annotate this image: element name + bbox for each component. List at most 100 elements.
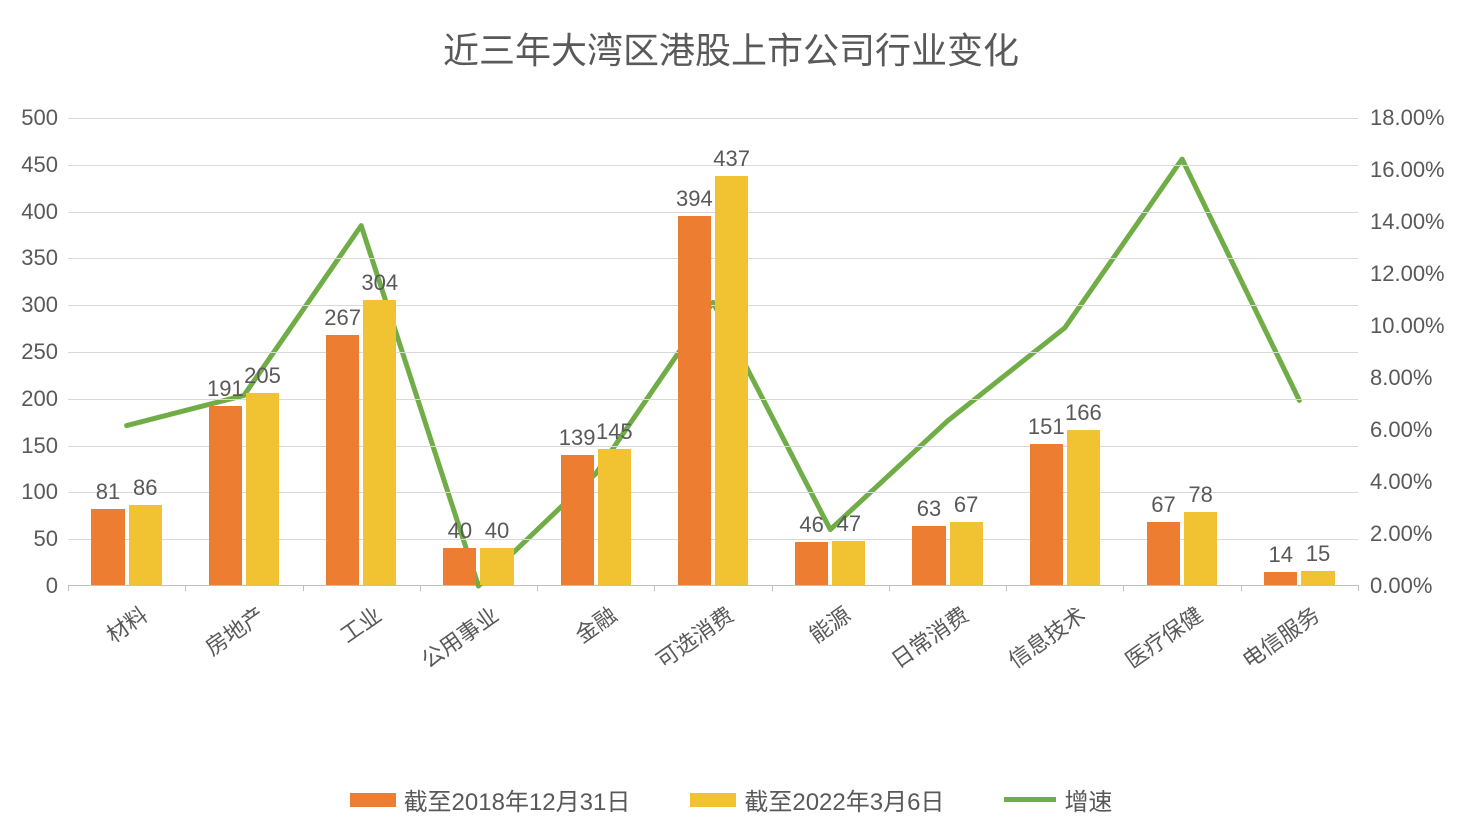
bar <box>363 300 396 585</box>
legend-item: 截至2022年3月6日 <box>690 782 944 817</box>
bar-value-label: 86 <box>133 475 157 501</box>
bar-value-label: 437 <box>713 146 750 172</box>
y-right-tick-label: 8.00% <box>1370 365 1432 391</box>
y-left-tick-label: 200 <box>0 386 58 412</box>
y-right-tick-label: 16.00% <box>1370 157 1445 183</box>
x-tick <box>772 585 773 591</box>
bar-value-label: 145 <box>596 419 633 445</box>
x-category-label: 可选消费 <box>598 598 739 710</box>
bar <box>443 548 476 585</box>
bar <box>678 216 711 585</box>
x-category-label: 材料 <box>12 598 153 710</box>
y-right-tick-label: 12.00% <box>1370 261 1445 287</box>
chart-title: 近三年大湾区港股上市公司行业变化 <box>0 22 1462 74</box>
bar <box>480 548 513 585</box>
bar-value-label: 81 <box>96 479 120 505</box>
plot-area: 81 86 191205 267304 40 40 139145 394437 46 47 63 67… <box>68 118 1358 586</box>
x-category-label: 电信服务 <box>1184 598 1325 710</box>
x-category-label: 信息技术 <box>950 598 1091 710</box>
x-tick <box>654 585 655 591</box>
bar-value-label: 166 <box>1065 400 1102 426</box>
x-category-label: 能源 <box>715 598 856 710</box>
gridline <box>68 258 1358 259</box>
bar <box>1184 512 1217 585</box>
legend: 截至2018年12月31日 截至2022年3月6日 增速 <box>0 782 1462 817</box>
bar <box>1067 430 1100 585</box>
y-left-tick-label: 100 <box>0 479 58 505</box>
gridline <box>68 118 1358 119</box>
bar-value-label: 304 <box>361 270 398 296</box>
y-left-tick-label: 50 <box>0 526 58 552</box>
bar <box>246 393 279 585</box>
y-right-tick-label: 14.00% <box>1370 209 1445 235</box>
legend-swatch <box>350 793 396 807</box>
y-left-tick-label: 150 <box>0 433 58 459</box>
x-tick <box>1123 585 1124 591</box>
gridline <box>68 305 1358 306</box>
x-category-label: 房地产 <box>129 598 270 710</box>
x-tick <box>420 585 421 591</box>
bar <box>950 522 983 585</box>
bar-value-label: 267 <box>324 305 361 331</box>
bar-value-label: 40 <box>485 518 509 544</box>
gridline <box>68 212 1358 213</box>
bar-value-label: 78 <box>1188 482 1212 508</box>
x-tick <box>537 585 538 591</box>
bar <box>832 541 865 585</box>
x-category-label: 工业 <box>246 598 387 710</box>
y-right-tick-label: 4.00% <box>1370 469 1432 495</box>
bar <box>1030 444 1063 585</box>
x-tick <box>185 585 186 591</box>
bar-value-label: 191 <box>207 376 244 402</box>
bar-value-label: 205 <box>244 363 281 389</box>
legend-item: 截至2018年12月31日 <box>350 782 631 817</box>
y-right-tick-label: 0.00% <box>1370 573 1432 599</box>
bar-value-label: 40 <box>448 518 472 544</box>
x-tick <box>889 585 890 591</box>
legend-label: 截至2018年12月31日 <box>404 782 631 817</box>
bar <box>598 449 631 585</box>
y-left-tick-label: 250 <box>0 339 58 365</box>
bar-value-label: 67 <box>1151 492 1175 518</box>
y-right-tick-label: 2.00% <box>1370 521 1432 547</box>
legend-line-swatch <box>1004 797 1056 802</box>
bar-value-label: 15 <box>1306 541 1330 567</box>
bar-value-label: 139 <box>559 425 596 451</box>
bar <box>1147 522 1180 585</box>
bar <box>129 505 162 585</box>
bar <box>326 335 359 585</box>
x-tick <box>68 585 69 591</box>
bar-value-label: 67 <box>954 492 978 518</box>
x-tick <box>1358 585 1359 591</box>
bar <box>1264 572 1297 585</box>
x-category-label: 金融 <box>481 598 622 710</box>
y-right-tick-label: 6.00% <box>1370 417 1432 443</box>
bar <box>91 509 124 585</box>
bar-value-label: 151 <box>1028 414 1065 440</box>
gridline <box>68 352 1358 353</box>
y-right-tick-label: 10.00% <box>1370 313 1445 339</box>
legend-item: 增速 <box>1004 782 1112 817</box>
bar <box>795 542 828 585</box>
x-category-label: 医疗保健 <box>1067 598 1208 710</box>
legend-label: 截至2022年3月6日 <box>744 782 944 817</box>
legend-swatch <box>690 793 736 807</box>
bar-value-label: 46 <box>799 512 823 538</box>
bar <box>561 455 594 585</box>
bar <box>912 526 945 585</box>
x-tick <box>1006 585 1007 591</box>
combo-chart: 近三年大湾区港股上市公司行业变化 81 86 191205 267304 40 40 139… <box>0 0 1462 840</box>
x-category-label: 公用事业 <box>364 598 505 710</box>
bar-value-label: 47 <box>837 511 861 537</box>
x-tick <box>303 585 304 591</box>
y-left-tick-label: 300 <box>0 292 58 318</box>
bar-value-label: 394 <box>676 186 713 212</box>
bar <box>715 176 748 585</box>
y-left-tick-label: 400 <box>0 199 58 225</box>
bar <box>1301 571 1334 585</box>
bar-value-label: 14 <box>1269 542 1293 568</box>
bar-value-label: 63 <box>917 496 941 522</box>
y-left-tick-label: 0 <box>0 573 58 599</box>
y-right-tick-label: 18.00% <box>1370 105 1445 131</box>
x-category-label: 日常消费 <box>833 598 974 710</box>
